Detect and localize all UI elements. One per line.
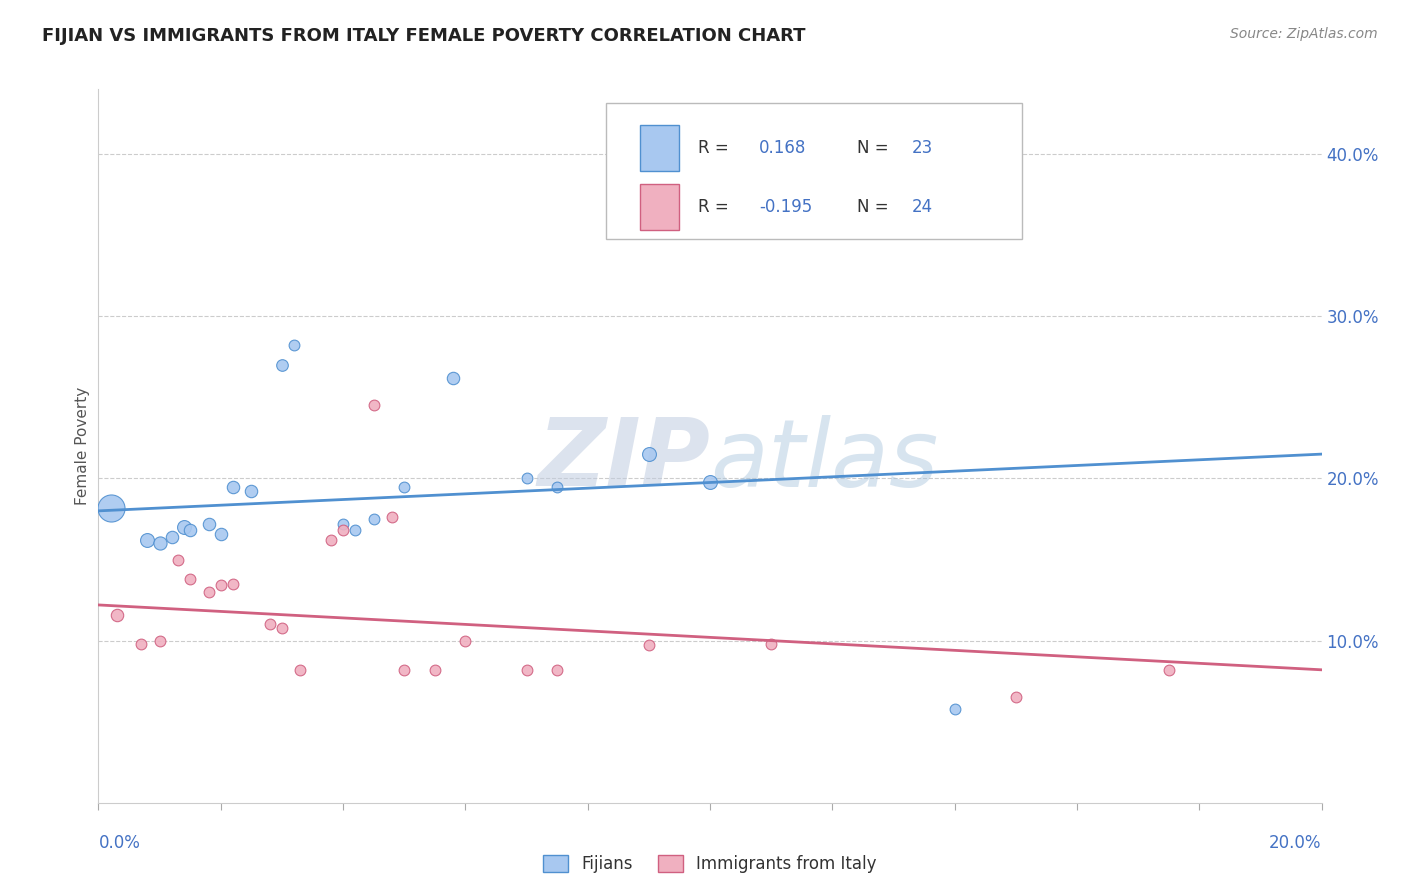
Point (136, 533, 159, 547)
Point (197, 585, 219, 599)
Point (668, 195, 690, 210)
Legend: Fijians, Immigrants from Italy: Fijians, Immigrants from Italy (537, 848, 883, 880)
Point (516, 663, 538, 677)
Point (943, 702, 966, 716)
Point (240, 484, 263, 499)
Point (179, 572, 201, 586)
Point (332, 524, 354, 538)
Point (209, 578, 232, 592)
Point (516, 471, 538, 485)
Text: Source: ZipAtlas.com: Source: ZipAtlas.com (1230, 27, 1378, 41)
Text: 23: 23 (912, 139, 934, 157)
Text: ZIP: ZIP (537, 414, 710, 507)
Text: atlas: atlas (710, 415, 938, 506)
Point (149, 633, 172, 648)
Point (270, 621, 292, 635)
Point (283, 338, 305, 352)
Y-axis label: Female Poverty: Female Poverty (75, 387, 90, 505)
Point (1004, 690, 1026, 705)
Point (392, 479, 416, 493)
Point (441, 371, 464, 385)
FancyBboxPatch shape (606, 103, 1022, 239)
Point (259, 617, 281, 632)
Point (546, 663, 568, 677)
Point (167, 552, 190, 566)
Text: 24: 24 (912, 198, 934, 216)
Point (222, 479, 245, 493)
Text: N =: N = (856, 139, 894, 157)
Point (1157, 663, 1180, 677)
Point (222, 577, 245, 591)
Text: 0.0%: 0.0% (98, 834, 141, 852)
Point (129, 637, 152, 651)
Point (344, 524, 367, 538)
Text: 20.0%: 20.0% (1270, 834, 1322, 852)
Point (363, 512, 385, 526)
Point (179, 524, 201, 538)
Text: -0.195: -0.195 (759, 198, 813, 216)
Text: 0.168: 0.168 (759, 139, 806, 157)
Point (332, 516, 354, 531)
Point (381, 510, 404, 524)
Point (454, 633, 477, 648)
Point (173, 520, 195, 534)
Text: N =: N = (856, 198, 894, 216)
Point (363, 399, 385, 413)
Point (149, 536, 172, 550)
FancyBboxPatch shape (640, 125, 679, 171)
FancyBboxPatch shape (640, 184, 679, 230)
Point (197, 516, 219, 531)
Point (319, 533, 342, 547)
Point (392, 663, 416, 677)
Text: R =: R = (697, 139, 734, 157)
Point (100, 500, 122, 515)
Point (209, 526, 232, 541)
Point (160, 530, 183, 544)
Point (546, 479, 568, 493)
Point (637, 639, 661, 653)
Point (105, 607, 128, 622)
Point (699, 475, 721, 489)
Point (759, 637, 782, 651)
Point (423, 663, 446, 677)
Point (270, 358, 292, 372)
Point (637, 447, 661, 461)
Text: R =: R = (697, 198, 734, 216)
Point (290, 663, 312, 677)
Text: FIJIAN VS IMMIGRANTS FROM ITALY FEMALE POVERTY CORRELATION CHART: FIJIAN VS IMMIGRANTS FROM ITALY FEMALE P… (42, 27, 806, 45)
